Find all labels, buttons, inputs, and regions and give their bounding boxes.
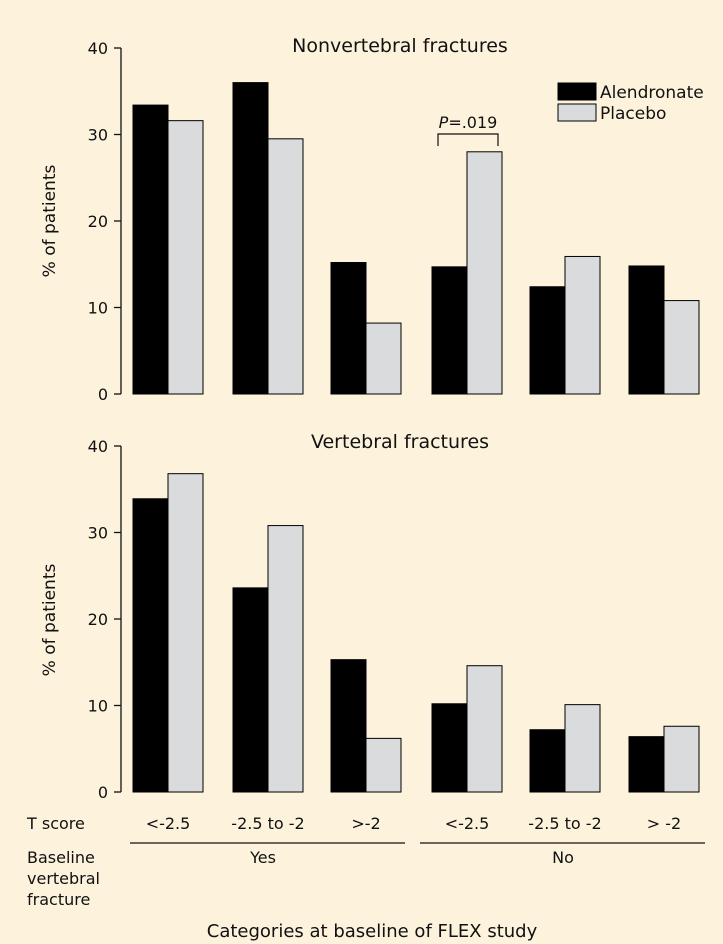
legend-swatch-alendronate [557,82,597,101]
legend-swatch-placebo [557,103,597,122]
bar-placebo [267,138,304,395]
chart-title-nonvertebral: Nonvertebral fractures [292,35,508,57]
category-table: T score <-2.5 -2.5 to -2 >-2 <-2.5 -2.5 to -… [26,814,705,942]
y-tick-label: 0 [98,385,108,404]
y-tick-label: 30 [88,524,108,543]
y-tick-label: 40 [88,437,108,456]
bar-alendronate [330,262,367,395]
bar-alendronate [529,729,566,793]
y-tick-label: 10 [88,299,108,318]
bar-placebo [663,725,700,793]
category-label: <-2.5 [146,814,191,833]
category-label: -2.5 to -2 [528,814,601,833]
bar-placebo [564,704,601,793]
legend-label-placebo: Placebo [600,104,666,124]
category-label: >-2 [351,814,380,833]
bar-alendronate [431,266,468,395]
bar-placebo [663,300,700,395]
bar-placebo [466,665,503,793]
bar-placebo [167,473,204,793]
y-tick-label: 0 [98,783,108,802]
x-axis-title: Categories at baseline of FLEX study [207,921,538,942]
category-label: <-2.5 [445,814,490,833]
y-tick-label: 20 [88,212,108,231]
t-score-labels: <-2.5 -2.5 to -2 >-2 <-2.5 -2.5 to -2 > -2 [146,814,682,833]
chart-title-vertebral: Vertebral fractures [311,431,489,453]
baseline-label-line-1: Baseline [27,848,95,867]
plot-nonvertebral: 0 10 20 30 40 [88,39,700,404]
bar-placebo [167,120,204,395]
y-axis-label-bottom: % of patients [40,564,60,677]
p-value-label: P=.019 [439,113,498,132]
bar-alendronate [628,736,665,793]
bar-alendronate [232,82,269,395]
y-axis-label-top: % of patients [40,165,60,278]
bar-placebo [564,255,601,395]
group-label-yes: Yes [249,848,276,867]
baseline-label-line-2: vertebral [27,869,100,888]
y-tick-label: 30 [88,126,108,145]
category-label: > -2 [647,814,681,833]
group-label-no: No [552,848,574,867]
legend: Alendronate Placebo [557,82,704,124]
bar-alendronate [529,286,566,395]
bar-alendronate [330,659,367,793]
bar-alendronate [628,265,665,395]
bar-alendronate [132,104,169,395]
t-score-row-label: T score [26,814,85,833]
baseline-label-line-3: fracture [27,890,90,909]
category-label: -2.5 to -2 [231,814,304,833]
legend-label-alendronate: Alendronate [600,83,704,103]
bar-alendronate [132,498,169,793]
significance-bracket [437,133,499,146]
bar-placebo [267,525,304,793]
y-tick-label: 10 [88,697,108,716]
bar-alendronate [232,587,269,793]
bar-placebo [466,151,503,395]
bar-alendronate [431,703,468,793]
plot-vertebral: 0 10 20 30 40 [88,437,700,802]
bar-placebo [365,322,402,395]
y-tick-label: 40 [88,39,108,58]
bar-placebo [365,737,402,793]
significance-annotation: P=.019 [437,113,499,146]
y-tick-label: 20 [88,610,108,629]
